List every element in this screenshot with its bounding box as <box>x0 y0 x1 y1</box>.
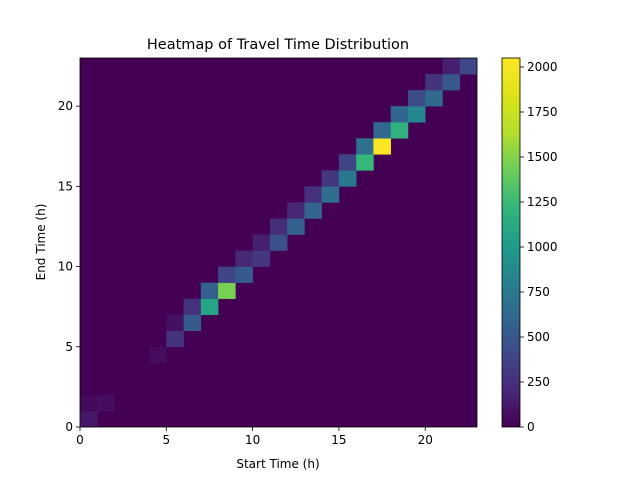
y-tick-label: 0 <box>65 420 73 434</box>
heatmap-cell <box>80 394 98 412</box>
x-tick-label: 5 <box>162 433 170 447</box>
heatmap-cell <box>356 138 374 155</box>
x-axis-ticks: 0 5 10 15 20 <box>76 427 433 447</box>
heatmap-cell <box>442 58 461 75</box>
x-tick-label: 15 <box>331 433 346 447</box>
plot-area-frame <box>79 57 478 428</box>
heatmap-cell <box>149 346 167 364</box>
y-tick-label: 5 <box>65 340 73 354</box>
colorbar-tick-label: 1500 <box>527 150 558 164</box>
heatmap-cells <box>80 58 478 428</box>
heatmap-cell <box>218 282 236 299</box>
x-tick-label: 0 <box>76 433 84 447</box>
heatmap-cell <box>304 186 322 203</box>
colorbar-tick-label: 250 <box>527 375 550 389</box>
heatmap-cell <box>287 202 305 219</box>
heatmap-cell <box>97 394 115 412</box>
y-tick-label: 15 <box>58 179 73 193</box>
y-tick-label: 20 <box>58 99 73 113</box>
heatmap-cell <box>390 122 409 139</box>
heatmap-cell <box>425 74 443 91</box>
colorbar <box>501 57 521 428</box>
x-tick-label: 10 <box>245 433 260 447</box>
heatmap-cell <box>321 170 340 187</box>
heatmap-cell <box>269 234 288 251</box>
heatmap-cell <box>166 314 184 332</box>
heatmap-cell <box>390 106 409 123</box>
heatmap-cell <box>373 122 391 139</box>
heatmap-cell <box>235 266 253 283</box>
heatmap-cell <box>356 154 374 171</box>
colorbar-tick-label: 500 <box>527 330 550 344</box>
x-axis-label: Start Time (h) <box>236 457 319 471</box>
colorbar-tick-label: 1750 <box>527 105 558 119</box>
heatmap-cell <box>287 218 305 235</box>
heatmap-cell <box>373 138 391 155</box>
heatmap-cell <box>407 90 426 107</box>
colorbar-tick-label: 0 <box>527 420 535 434</box>
heatmap-cell <box>252 250 271 267</box>
heatmap-cell <box>338 170 357 187</box>
colorbar-tick-label: 1000 <box>527 240 558 254</box>
heatmap-cell <box>200 298 219 315</box>
heatmap-cell <box>166 330 184 348</box>
colorbar-tick-label: 1250 <box>527 195 558 209</box>
heatmap-cell <box>269 218 288 235</box>
colorbar-tick-label: 2000 <box>527 60 558 74</box>
heatmap-cell <box>304 202 322 219</box>
heatmap-cell <box>252 234 271 251</box>
heatmap-cell <box>338 154 357 171</box>
colorbar-ticks: 0 250 500 750 1000 1250 1500 1750 2000 <box>520 60 558 434</box>
heatmap-cell <box>183 314 202 332</box>
heatmap-cell <box>321 186 340 203</box>
heatmap-cell <box>407 106 426 123</box>
y-axis-label: End Time (h) <box>34 204 48 281</box>
heatmap-cell <box>442 74 461 91</box>
heatmap-cell <box>459 58 478 75</box>
colorbar-tick-label: 750 <box>527 285 550 299</box>
chart-title: Heatmap of Travel Time Distribution <box>147 37 409 53</box>
heatmap-cell <box>183 298 202 315</box>
heatmap-cell <box>425 90 443 107</box>
y-axis-ticks: 0 5 10 15 20 <box>58 99 80 434</box>
x-tick-label: 20 <box>418 433 433 447</box>
heatmap-cell <box>235 250 253 267</box>
y-tick-label: 10 <box>58 260 73 274</box>
heatmap-cell <box>80 410 98 428</box>
heatmap-cell <box>218 266 236 283</box>
heatmap-cell <box>200 282 219 299</box>
